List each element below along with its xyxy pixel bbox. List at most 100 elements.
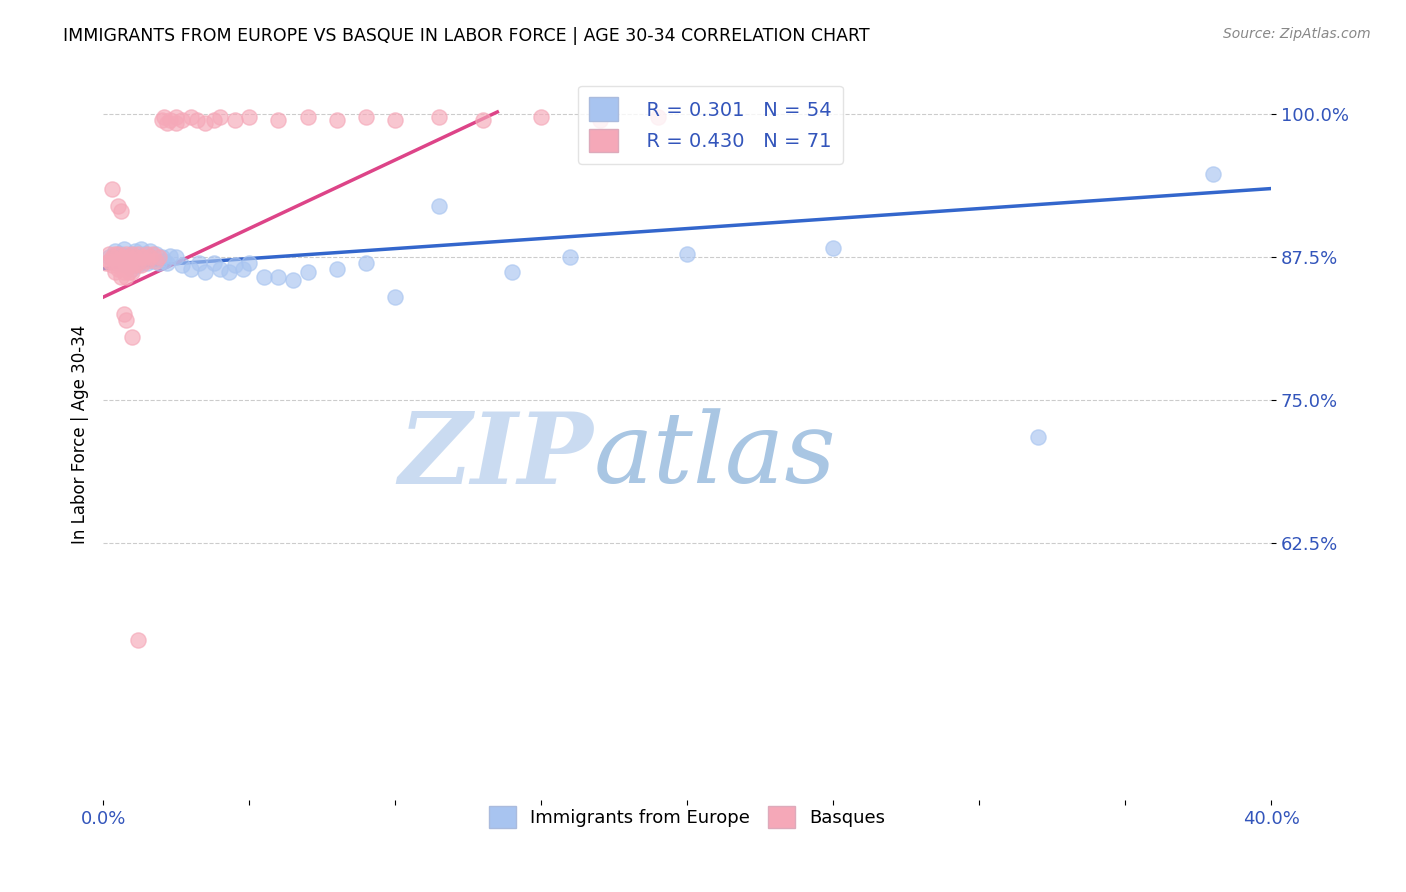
Point	[153, 253, 176, 268]
Point	[124, 244, 146, 259]
Point	[1202, 167, 1225, 181]
Point	[115, 253, 138, 268]
Point	[224, 258, 246, 272]
Point	[253, 269, 276, 284]
Point	[127, 246, 149, 260]
Point	[112, 265, 135, 279]
Point	[218, 265, 240, 279]
Point	[202, 256, 225, 270]
Point	[129, 250, 152, 264]
Point	[194, 265, 217, 279]
Point	[98, 253, 121, 268]
Point	[267, 112, 290, 127]
Point	[132, 246, 155, 260]
Point	[107, 199, 129, 213]
Point	[121, 246, 143, 260]
Point	[104, 256, 127, 270]
Point	[129, 258, 152, 272]
Point	[156, 116, 179, 130]
Point	[115, 261, 138, 276]
Point	[325, 112, 347, 127]
Point	[139, 244, 162, 259]
Point	[165, 116, 187, 130]
Point	[110, 250, 132, 264]
Point	[121, 265, 143, 279]
Point	[104, 244, 127, 259]
Point	[139, 250, 162, 264]
Text: Source: ZipAtlas.com: Source: ZipAtlas.com	[1223, 27, 1371, 41]
Point	[153, 110, 176, 124]
Point	[297, 265, 319, 279]
Point	[118, 253, 141, 268]
Point	[104, 265, 127, 279]
Point	[384, 290, 406, 304]
Point	[232, 261, 254, 276]
Point	[208, 110, 231, 124]
Point	[107, 246, 129, 260]
Point	[104, 246, 127, 260]
Point	[115, 313, 138, 327]
Point	[165, 250, 187, 264]
Point	[129, 252, 152, 266]
Point	[101, 181, 124, 195]
Point	[115, 258, 138, 272]
Point	[180, 261, 202, 276]
Point	[142, 253, 165, 268]
Point	[112, 258, 135, 272]
Point	[112, 252, 135, 267]
Point	[159, 112, 181, 127]
Point	[112, 242, 135, 256]
Text: ZIP: ZIP	[399, 408, 593, 505]
Point	[647, 110, 669, 124]
Point	[150, 112, 173, 127]
Point	[427, 110, 450, 124]
Point	[281, 273, 304, 287]
Point	[1026, 430, 1049, 444]
Point	[238, 110, 260, 124]
Point	[98, 246, 121, 260]
Point	[186, 112, 208, 127]
Point	[159, 249, 181, 263]
Point	[118, 250, 141, 264]
Text: atlas: atlas	[593, 409, 837, 504]
Point	[297, 110, 319, 124]
Point	[124, 250, 146, 264]
Point	[94, 256, 117, 270]
Point	[560, 250, 582, 264]
Point	[150, 250, 173, 264]
Point	[118, 265, 141, 279]
Point	[501, 265, 523, 279]
Point	[121, 330, 143, 344]
Point	[145, 246, 167, 260]
Legend: Immigrants from Europe, Basques: Immigrants from Europe, Basques	[481, 798, 893, 835]
Point	[110, 269, 132, 284]
Point	[136, 250, 159, 264]
Point	[139, 250, 162, 264]
Point	[224, 112, 246, 127]
Point	[471, 112, 494, 127]
Point	[107, 261, 129, 276]
Point	[101, 250, 124, 264]
Point	[110, 246, 132, 260]
Point	[107, 256, 129, 270]
Point	[325, 261, 347, 276]
Point	[427, 199, 450, 213]
Point	[530, 110, 553, 124]
Point	[136, 246, 159, 260]
Point	[118, 256, 141, 270]
Point	[384, 112, 406, 127]
Point	[110, 258, 132, 272]
Y-axis label: In Labor Force | Age 30-34: In Labor Force | Age 30-34	[72, 325, 89, 544]
Point	[202, 112, 225, 127]
Point	[112, 307, 135, 321]
Point	[107, 256, 129, 270]
Point	[354, 256, 377, 270]
Point	[354, 110, 377, 124]
Point	[127, 633, 149, 648]
Point	[127, 258, 149, 272]
Point	[588, 112, 610, 127]
Point	[121, 256, 143, 270]
Point	[676, 246, 699, 260]
Point	[132, 250, 155, 264]
Point	[194, 116, 217, 130]
